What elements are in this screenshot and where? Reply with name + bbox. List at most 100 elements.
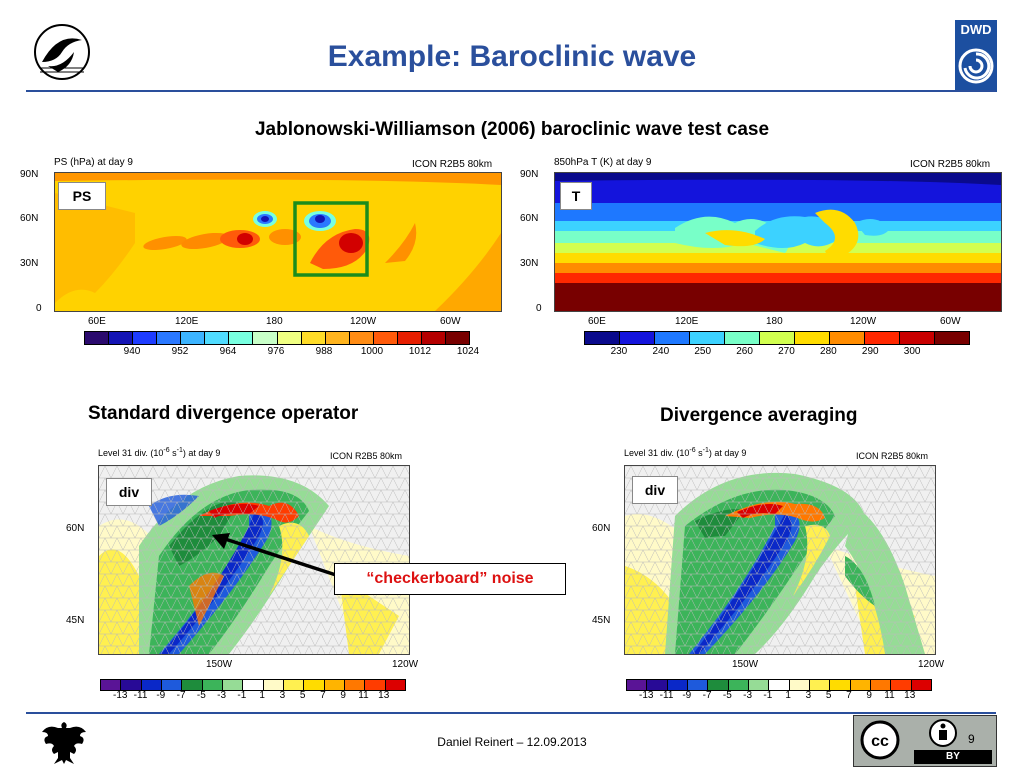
ps-ytick: 90N	[20, 169, 39, 180]
right-div-colorbar-swatch	[891, 680, 912, 690]
cc-icon: cc	[860, 720, 900, 760]
institute-logo	[28, 22, 96, 82]
t-colorbar-swatch	[690, 332, 725, 344]
left-div-ytick: 60N	[66, 523, 85, 534]
ps-colorbar-swatch	[133, 332, 158, 344]
ps-xtick: 120E	[175, 316, 199, 327]
right-div-colorbar-label: -13	[639, 690, 654, 701]
cc-by-badge: cc BY	[853, 715, 997, 767]
t-ytick: 60N	[520, 213, 539, 224]
right-div-colorbar	[626, 679, 932, 691]
left-div-box-label: div	[106, 478, 152, 506]
ps-ytick: 30N	[20, 258, 39, 269]
t-colorbar-label: 260	[736, 346, 753, 357]
left-div-colorbar-label: -7	[176, 690, 186, 701]
t-box-label: T	[560, 182, 592, 210]
left-div-colorbar-swatch	[161, 680, 183, 690]
left-div-colorbar-swatch	[141, 680, 162, 690]
top-divider	[26, 90, 996, 92]
left-div-colorbar-swatch	[283, 680, 305, 690]
right-div-colorbar-label: -1	[763, 690, 773, 701]
left-div-colorbar-swatch	[263, 680, 284, 690]
ps-colorbar-swatch	[373, 332, 398, 344]
right-div-colorbar-label: 13	[904, 690, 916, 701]
right-div-colorbar-label: 7	[846, 690, 852, 701]
right-div-colorbar-swatch	[627, 680, 648, 690]
left-div-colorbar-label: 11	[358, 690, 369, 701]
right-div-colorbar-swatch	[789, 680, 810, 690]
left-div-colorbar-label: 1	[259, 690, 265, 701]
left-div-header-end: ) at day 9	[182, 448, 221, 458]
left-div-colorbar-swatch	[243, 680, 264, 690]
right-div-header-exp2: -1	[702, 447, 709, 454]
left-div-colorbar-swatch	[324, 680, 345, 690]
right-div-ytick: 60N	[592, 523, 611, 534]
ps-colorbar-label: 976	[267, 346, 285, 357]
left-div-colorbar-swatch	[304, 680, 325, 690]
left-div-colorbar	[100, 679, 406, 691]
right-div-colorbar-label: 1	[785, 690, 791, 701]
left-div-map	[98, 465, 410, 655]
left-div-colorbar-swatch	[121, 680, 142, 690]
right-div-box-label: div	[632, 476, 678, 504]
bottom-divider	[26, 712, 996, 714]
ps-colorbar-swatch	[277, 332, 302, 344]
t-xtick: 60W	[940, 316, 961, 327]
ps-xtick: 180	[266, 316, 283, 327]
right-section-title: Divergence averaging	[660, 405, 858, 426]
right-div-colorbar-swatch	[809, 680, 831, 690]
ps-box-label: PS	[58, 182, 106, 210]
ps-xtick: 60W	[440, 316, 461, 327]
t-colorbar-label: 270	[778, 346, 795, 357]
left-div-colorbar-labels: -13 -11 -9 -7 -5 -3 -1 1 3 5 7 9 11 13	[100, 690, 404, 704]
t-colorbar-swatch	[795, 332, 830, 344]
right-div-colorbar-swatch	[667, 680, 688, 690]
ps-colorbar-label: 964	[219, 346, 237, 357]
right-div-colorbar-swatch	[708, 680, 729, 690]
t-colorbar-swatch	[585, 332, 620, 344]
right-div-header-right: ICON R2B5 80km	[856, 451, 929, 461]
t-xtick: 60E	[588, 316, 606, 327]
left-div-colorbar-swatch	[182, 680, 203, 690]
t-panel-header-left: 850hPa T (K) at day 9	[554, 157, 652, 168]
ps-colorbar-swatch	[109, 332, 134, 344]
right-div-colorbar-swatch	[687, 680, 709, 690]
cc-by-strip: BY	[914, 750, 992, 764]
ps-colorbar-swatch	[181, 332, 206, 344]
left-div-colorbar-swatch	[222, 680, 244, 690]
dwd-logo: DWD	[955, 20, 997, 92]
left-div-colorbar-label: 13	[378, 690, 390, 701]
left-div-header-exp: -6	[163, 447, 170, 454]
right-div-colorbar-label: -3	[743, 690, 753, 701]
slide-subtitle: Jablonowski-Williamson (2006) baroclinic…	[254, 119, 770, 140]
left-div-colorbar-label: 5	[299, 690, 306, 701]
t-xtick: 120W	[850, 316, 877, 327]
right-div-colorbar-swatch	[728, 680, 749, 690]
ps-colorbar-swatch	[325, 332, 350, 344]
left-div-colorbar-swatch	[202, 680, 223, 690]
left-div-colorbar-swatch	[385, 680, 405, 690]
t-colorbar-label: 250	[694, 346, 712, 357]
ps-xtick: 120W	[350, 316, 377, 327]
t-colorbar-swatch	[760, 332, 795, 344]
left-div-header-text: Level 31 div. (10	[98, 448, 164, 458]
left-div-colorbar-label: -11	[133, 690, 148, 701]
ps-colorbar-swatch	[349, 332, 374, 344]
right-div-colorbar-label: 11	[884, 690, 895, 701]
t-colorbar-swatch	[900, 332, 935, 344]
right-div-header: Level 31 div. (10-6 s-1) at day 9	[624, 447, 746, 458]
right-div-colorbar-swatch	[870, 680, 892, 690]
eagle-logo	[40, 718, 88, 766]
svg-text:cc: cc	[871, 733, 889, 750]
slide-title: Example: Baroclinic wave	[327, 40, 697, 73]
left-div-colorbar-swatch	[101, 680, 122, 690]
t-ytick: 0	[536, 303, 542, 314]
t-colorbar-swatch	[655, 332, 690, 344]
t-colorbar-swatch	[865, 332, 900, 344]
t-panel-header-right: ICON R2B5 80km	[910, 159, 991, 170]
right-div-header-exp: -6	[689, 447, 696, 454]
right-div-colorbar-swatch	[748, 680, 770, 690]
t-colorbar	[584, 331, 970, 345]
left-div-colorbar-label: 3	[279, 690, 286, 701]
left-div-ytick: 45N	[66, 615, 85, 626]
